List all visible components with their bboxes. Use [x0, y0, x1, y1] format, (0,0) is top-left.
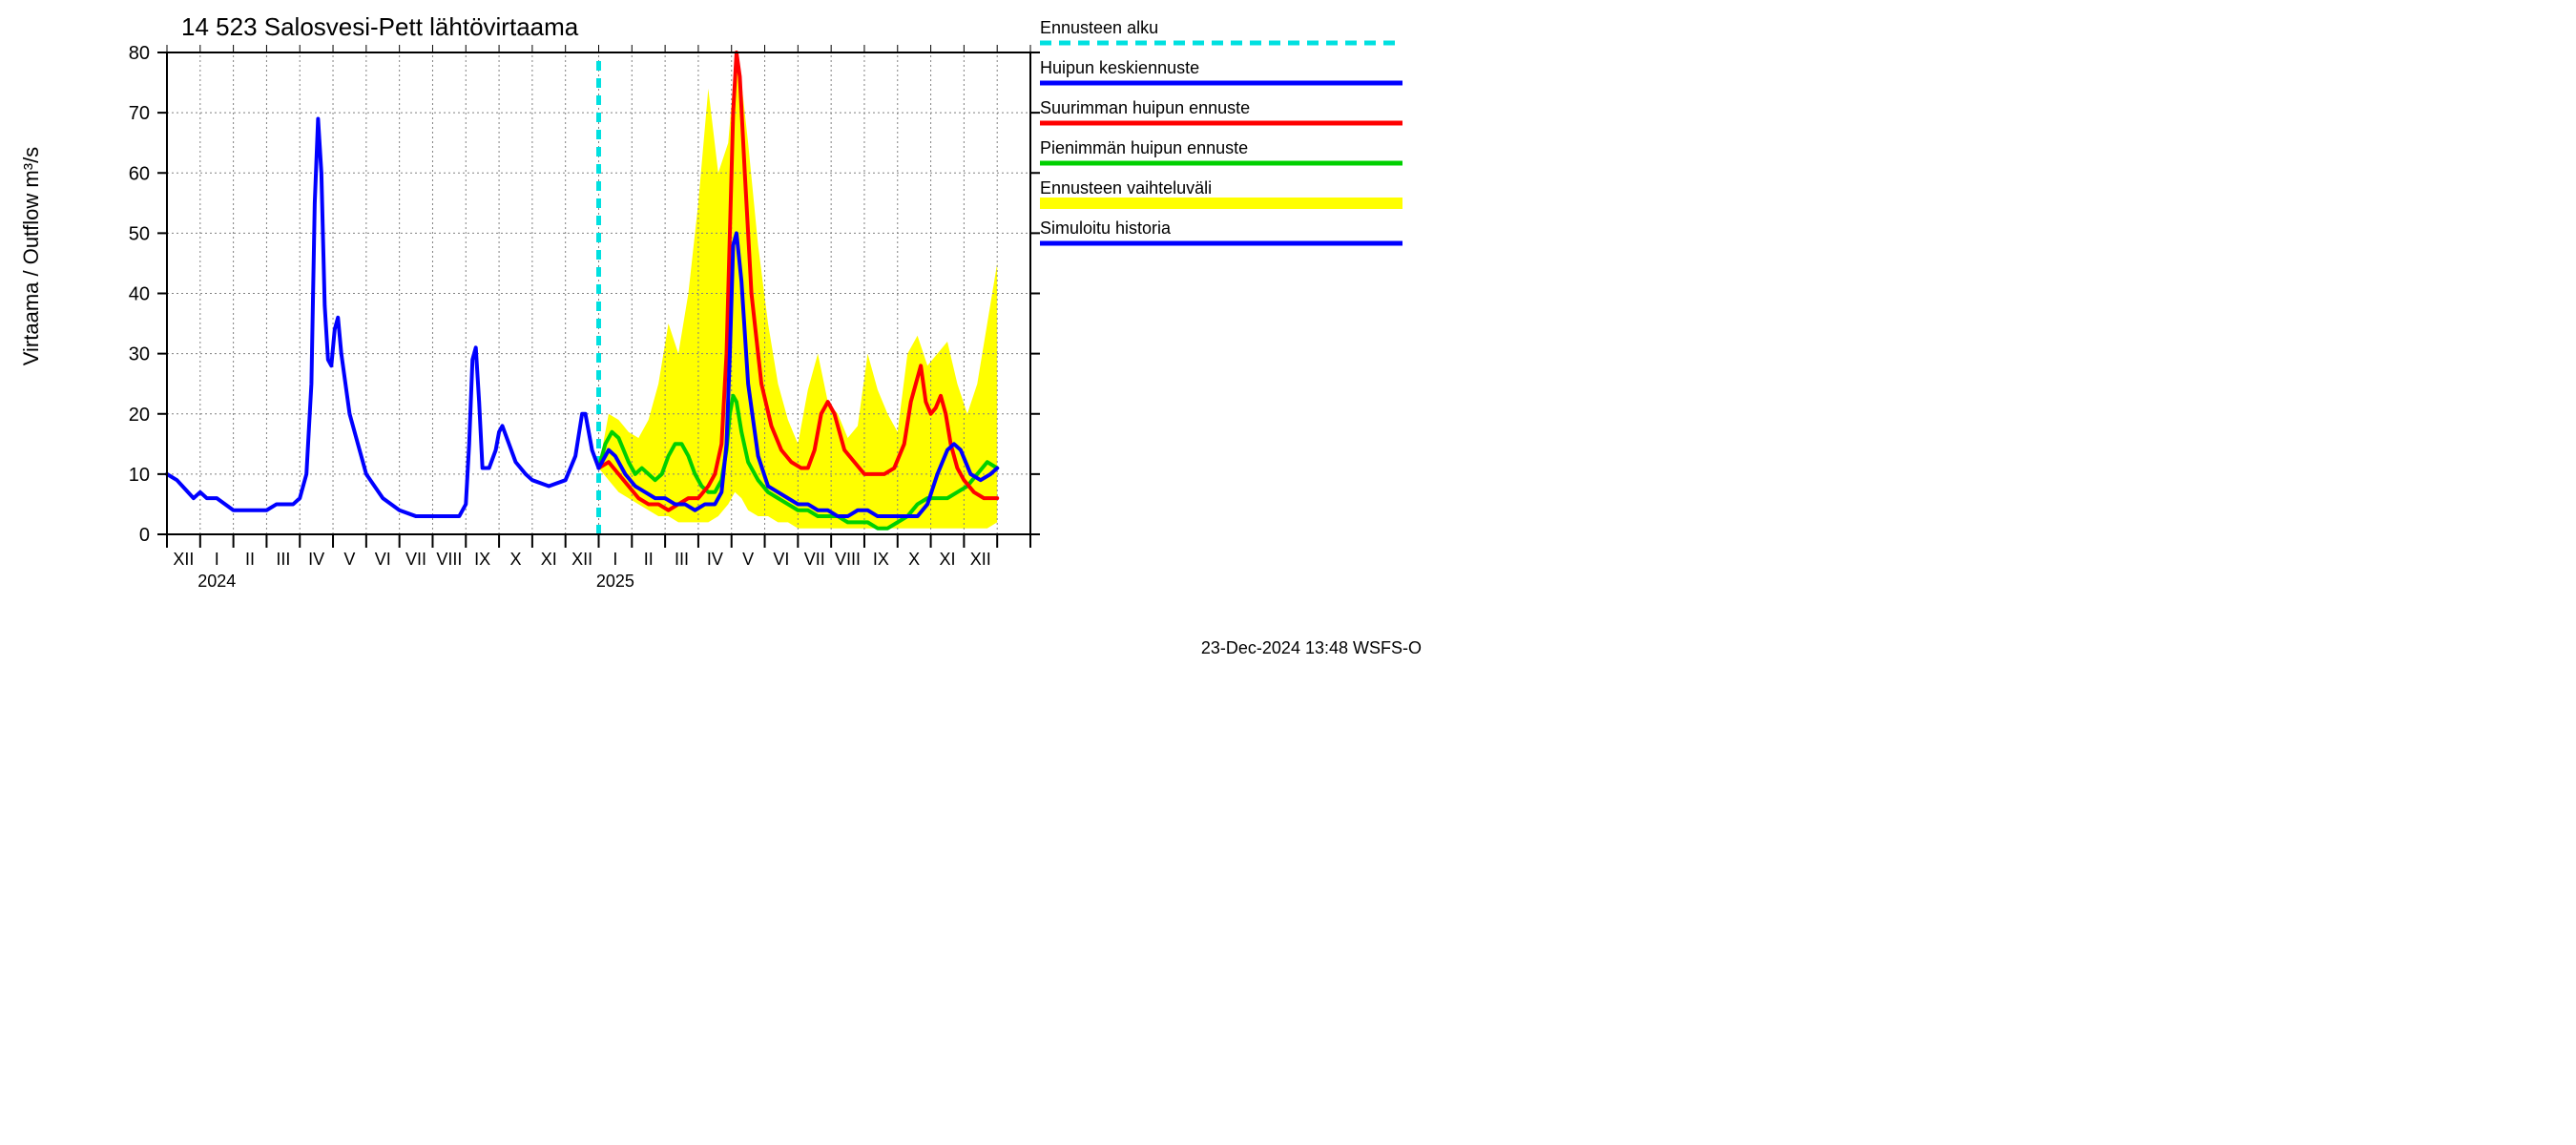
y-tick-label: 60 [129, 163, 150, 184]
x-tick-label: IX [474, 550, 490, 569]
legend-swatch [1040, 198, 1402, 209]
x-tick-label: X [908, 550, 920, 569]
x-tick-label: VI [773, 550, 789, 569]
x-tick-label: IV [308, 550, 324, 569]
x-tick-label: IX [873, 550, 889, 569]
x-tick-label: X [509, 550, 521, 569]
x-tick-label: V [742, 550, 754, 569]
x-tick-label: VI [375, 550, 391, 569]
x-tick-label: XII [970, 550, 991, 569]
year-label-left: 2024 [197, 572, 236, 591]
y-tick-label: 20 [129, 405, 150, 426]
y-tick-label: 0 [139, 525, 150, 546]
legend-label: Simuloitu historia [1040, 219, 1172, 238]
x-tick-label: XII [571, 550, 592, 569]
x-tick-label: VII [804, 550, 825, 569]
legend-label: Huipun keskiennuste [1040, 58, 1199, 77]
x-tick-label: XI [939, 550, 955, 569]
legend-label: Ennusteen vaihteluväli [1040, 178, 1212, 198]
x-tick-label: V [343, 550, 355, 569]
y-tick-label: 70 [129, 103, 150, 124]
x-tick-label: III [675, 550, 689, 569]
legend-label: Suurimman huipun ennuste [1040, 98, 1250, 117]
x-tick-label: I [613, 550, 617, 569]
legend-label: Pienimmän huipun ennuste [1040, 138, 1248, 157]
y-axis-label: Virtaama / Outflow m³/s [19, 147, 43, 365]
x-tick-label: III [276, 550, 290, 569]
y-tick-label: 80 [129, 43, 150, 64]
x-tick-label: XI [541, 550, 557, 569]
year-label-right: 2025 [596, 572, 634, 591]
x-tick-label: VII [405, 550, 426, 569]
x-tick-label: IV [707, 550, 723, 569]
x-tick-label: II [245, 550, 255, 569]
chart-footer: 23-Dec-2024 13:48 WSFS-O [1201, 638, 1422, 657]
y-tick-label: 10 [129, 465, 150, 486]
x-tick-label: I [215, 550, 219, 569]
x-tick-label: VIII [835, 550, 861, 569]
outflow-forecast-chart: 14 523 Salosvesi-Pett lähtövirtaama Virta… [0, 0, 1431, 668]
legend-label: Ennusteen alku [1040, 18, 1158, 37]
x-tick-label: II [644, 550, 654, 569]
y-tick-label: 40 [129, 284, 150, 305]
x-tick-label: XII [173, 550, 194, 569]
y-tick-label: 50 [129, 223, 150, 244]
chart-svg: 14 523 Salosvesi-Pett lähtövirtaama Virta… [0, 0, 1431, 668]
y-tick-label: 30 [129, 344, 150, 365]
x-tick-label: VIII [436, 550, 462, 569]
chart-title: 14 523 Salosvesi-Pett lähtövirtaama [181, 12, 579, 41]
